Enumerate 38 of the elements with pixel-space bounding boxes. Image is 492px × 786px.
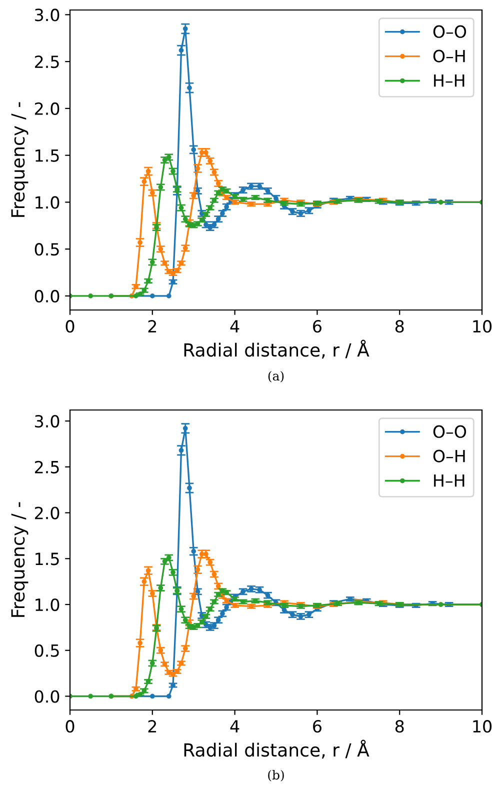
y-tick-label: 0.5 [34,644,59,657]
x-tick-label: 8 [395,720,404,733]
y-tick-label: 0.5 [34,243,59,256]
y-tick-label: 1.0 [36,196,60,209]
text: (b) [268,770,284,782]
legend-label: O–H [433,450,465,462]
legend-label: H–H [434,74,464,87]
legend-label: O–O [433,425,466,438]
y-tick-label: 3.0 [35,8,60,22]
legend-label: O–H [433,50,465,62]
x-tick-label: 4 [230,320,240,332]
y-tick-label: 3.0 [35,414,60,428]
x-tick-label: 6 [313,320,322,333]
x-tick-label: 10 [473,320,492,333]
y-tick-label: 2.5 [34,460,59,474]
y-tick-label: 2.0 [34,506,60,520]
x-tick-label: 0 [66,320,74,333]
y-tick-label: 1.0 [36,598,60,612]
y-tick-label: 1.5 [36,552,59,566]
y-tick-label: 1.5 [36,149,59,162]
y-tick-label: 0.0 [34,690,60,703]
y-axis-title: Frequency / - [11,102,28,217]
x-tick-label: 10 [473,720,492,733]
y-tick-label: 0.0 [34,290,60,303]
legend-label: O–O [433,25,466,38]
y-tick-label: 2.5 [34,56,59,68]
x-axis-title: Radial distance, r / Å [184,740,370,759]
y-axis-title: Frequency / - [11,502,28,617]
x-tick-label: 8 [395,320,404,333]
text: (a) [268,370,284,382]
x-tick-label: 0 [66,720,74,733]
x-tick-label: 6 [313,720,322,733]
legend-label: H–H [434,474,464,487]
y-tick-label: 2.0 [34,102,60,116]
x-tick-label: 2 [148,720,156,732]
x-tick-label: 2 [148,320,156,332]
x-axis-title: Radial distance, r / Å [184,340,370,359]
x-tick-label: 4 [230,720,240,732]
